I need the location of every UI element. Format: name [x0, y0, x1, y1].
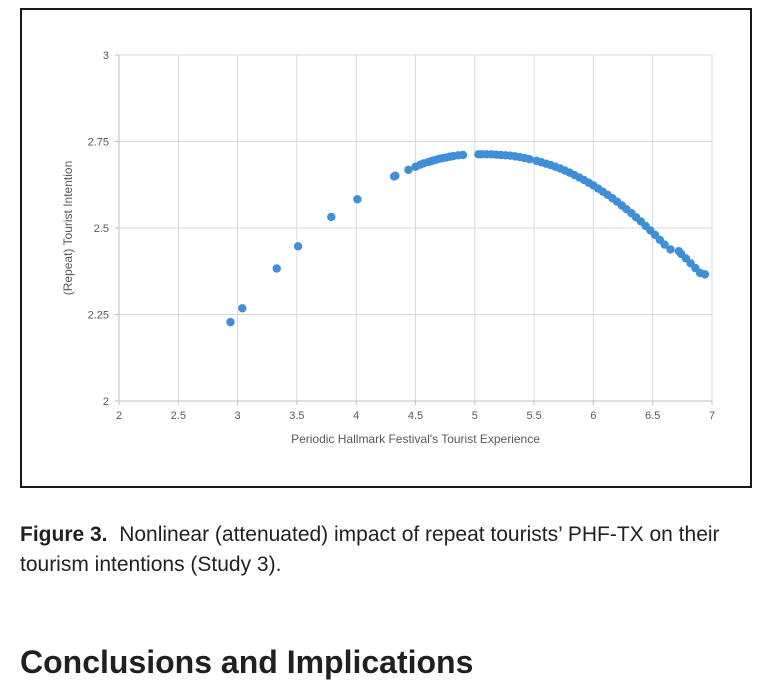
y-tick-label: 2.25: [88, 310, 109, 322]
data-point: [327, 212, 336, 222]
data-point: [404, 165, 413, 175]
figure-label: Figure 3.: [20, 523, 108, 546]
x-tick-label: 6: [590, 410, 596, 422]
x-tick-label: 6.5: [645, 410, 660, 422]
data-point: [458, 150, 468, 160]
section-heading: Conclusions and Implications: [20, 644, 474, 680]
x-tick-label: 4: [353, 410, 359, 422]
y-tick-label: 2.75: [88, 137, 109, 149]
data-point: [660, 240, 669, 249]
data-point: [293, 242, 303, 251]
y-axis-title: (Repeat) Tourist Intention: [61, 161, 75, 296]
y-tick-label: 2: [103, 396, 109, 408]
data-point: [238, 304, 247, 313]
data-point: [391, 171, 400, 180]
tick-labels: 2 2.5 3 3.5 4 4.5 5 5.5 6 6.5 7 2 2.25 2.5 2.75 3: [88, 50, 715, 422]
y-tick-label: 3: [103, 50, 109, 62]
data-point: [353, 195, 362, 204]
data-points: [226, 150, 710, 327]
x-tick-label: 5.5: [526, 410, 541, 422]
x-tick-label: 2: [116, 410, 122, 422]
x-tick-label: 5: [472, 410, 478, 422]
figure-caption: Figure 3. Nonlinear (attenuated) impact …: [20, 520, 755, 580]
x-axis-title: Periodic Hallmark Festival's Tourist Exp…: [291, 432, 540, 446]
y-tick-label: 2.5: [94, 223, 109, 235]
x-tick-label: 7: [709, 410, 715, 422]
data-point: [226, 317, 235, 327]
axes: [115, 54, 713, 405]
data-point: [666, 245, 675, 254]
x-tick-label: 3.5: [289, 410, 304, 422]
scatter-chart: 2 2.5 3 3.5 4 4.5 5 5.5 6 6.5 7 2 2.25 2.5 2.75 3 Perio…: [61, 50, 715, 446]
gridlines: [119, 54, 713, 401]
x-tick-label: 3: [235, 410, 241, 422]
caption-text: Nonlinear (attenuated) impact of repeat …: [20, 523, 720, 576]
x-tick-label: 2.5: [171, 410, 186, 422]
chart-frame: 2 2.5 3 3.5 4 4.5 5 5.5 6 6.5 7 2 2.25 2.5 2.75 3 Perio…: [20, 8, 752, 488]
data-point: [700, 270, 710, 279]
data-point: [272, 264, 281, 273]
data-point: [525, 154, 534, 164]
x-tick-label: 4.5: [408, 410, 423, 422]
